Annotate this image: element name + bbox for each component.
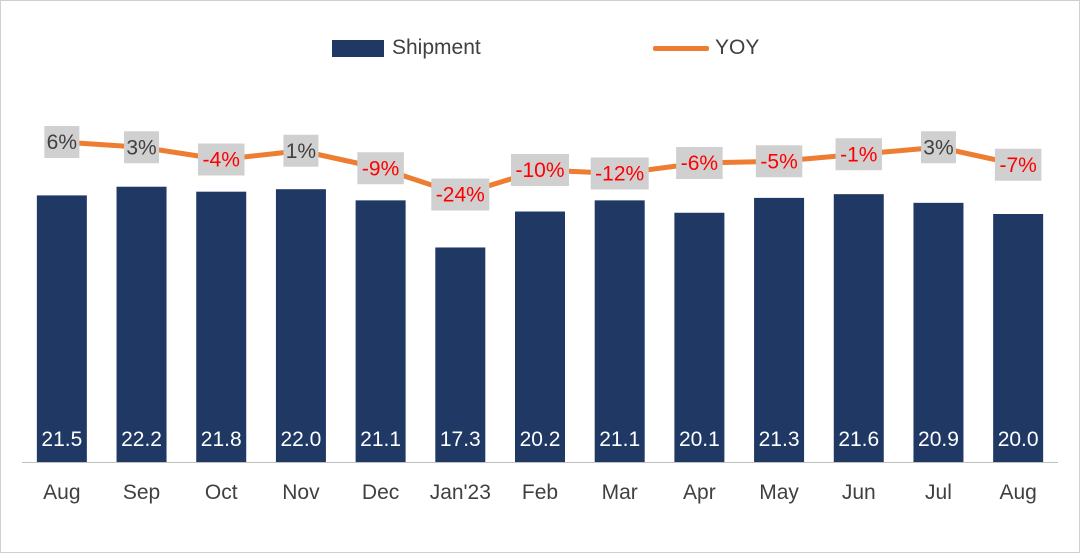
yoy-data-label-11: 3%	[923, 136, 953, 159]
yoy-data-label-4: -9%	[362, 157, 399, 180]
bar-data-label-5: 17.3	[440, 428, 481, 451]
bar-shipment-1	[116, 186, 167, 462]
legend-label-yoy: YOY	[715, 36, 760, 59]
bar-data-label-12: 20.0	[998, 428, 1039, 451]
yoy-data-label-6: -10%	[515, 159, 564, 182]
bar-data-label-11: 20.9	[918, 428, 959, 451]
bar-shipment-4	[355, 200, 406, 463]
bar-shipment-2	[196, 191, 247, 462]
bar-shipment-11	[913, 202, 964, 462]
bar-data-label-0: 21.5	[41, 428, 82, 451]
yoy-label-box-3	[283, 134, 319, 167]
bar-shipment-9	[754, 197, 805, 462]
bar-data-label-7: 21.1	[599, 428, 640, 451]
bar-shipment-6	[515, 211, 565, 462]
x-tick-label-9: May	[759, 481, 799, 504]
bar-shipment-10	[833, 194, 884, 462]
bar-shipment-3	[275, 189, 326, 462]
bar-shipment-0	[36, 195, 87, 462]
yoy-label-box-5	[431, 178, 490, 211]
bar-data-label-2: 21.8	[201, 428, 242, 451]
yoy-data-label-12: -7%	[999, 154, 1036, 177]
bar-shipment-8	[674, 212, 725, 462]
yoy-label-box-10	[835, 138, 883, 171]
yoy-label-box-0	[44, 126, 80, 158]
bar-data-label-3: 22.0	[280, 428, 321, 451]
bar-shipment-5	[435, 247, 486, 462]
yoy-data-label-5: -24%	[436, 184, 485, 207]
yoy-label-box-7	[590, 157, 649, 190]
yoy-label-box-1	[124, 131, 160, 164]
x-tick-label-12: Aug	[999, 481, 1036, 504]
bar-data-label-9: 21.3	[759, 428, 800, 451]
yoy-data-label-2: -4%	[203, 149, 240, 172]
yoy-label-box-12	[994, 148, 1042, 181]
yoy-label-box-8	[676, 147, 723, 179]
bar-data-label-10: 21.6	[838, 428, 879, 451]
yoy-data-label-3: 1%	[286, 140, 316, 163]
x-tick-label-10: Jun	[842, 481, 876, 504]
legend-swatch-yoy	[653, 45, 709, 51]
bar-shipment-12	[993, 214, 1044, 462]
bar-shipment-7	[594, 200, 645, 463]
bar-data-label-8: 20.1	[679, 428, 720, 451]
yoy-data-label-7: -12%	[595, 163, 644, 186]
x-tick-label-1: Sep	[123, 481, 160, 504]
x-tick-label-7: Mar	[602, 481, 638, 504]
yoy-data-label-10: -1%	[840, 143, 877, 166]
yoy-data-label-1: 3%	[126, 136, 156, 159]
bar-data-label-1: 22.2	[121, 428, 162, 451]
x-tick-label-6: Feb	[522, 481, 558, 504]
legend-label-shipment: Shipment	[392, 36, 481, 59]
x-tick-label-0: Aug	[43, 481, 80, 504]
bar-data-label-4: 21.1	[360, 428, 401, 451]
yoy-data-label-0: 6%	[47, 131, 77, 154]
x-tick-label-3: Nov	[282, 481, 320, 504]
legend-item-yoy: YOY	[653, 34, 759, 62]
x-tick-label-4: Dec	[362, 481, 399, 504]
yoy-label-box-2	[197, 143, 245, 176]
legend-swatch-shipment	[332, 39, 384, 57]
x-tick-label-5: Jan'23	[430, 481, 491, 504]
x-tick-label-11: Jul	[925, 481, 952, 504]
x-tick-label-2: Oct	[205, 481, 238, 504]
bar-data-label-6: 20.2	[520, 428, 561, 451]
yoy-data-label-8: -6%	[681, 152, 718, 175]
yoy-label-box-9	[755, 145, 803, 178]
yoy-label-box-11	[920, 131, 956, 164]
yoy-label-box-6	[511, 154, 569, 186]
x-tick-label-8: Apr	[683, 481, 716, 504]
yoy-label-box-4	[357, 152, 404, 185]
yoy-data-label-9: -5%	[760, 150, 797, 173]
legend-item-shipment: Shipment	[332, 34, 481, 62]
